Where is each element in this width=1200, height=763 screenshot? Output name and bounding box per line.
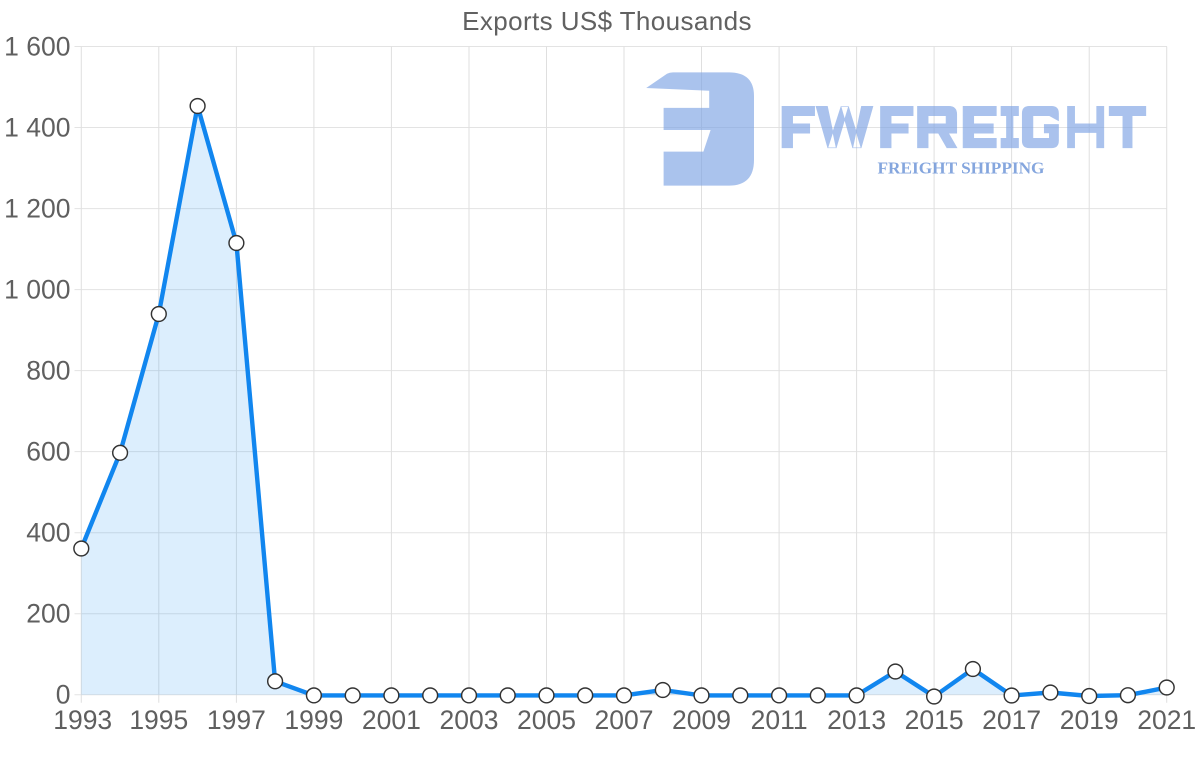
svg-text:1 000: 1 000 [4, 275, 70, 305]
svg-text:1997: 1997 [207, 705, 266, 735]
svg-text:800: 800 [26, 356, 70, 386]
svg-text:1999: 1999 [284, 705, 343, 735]
svg-text:2011: 2011 [751, 705, 808, 735]
svg-text:2015: 2015 [905, 705, 964, 735]
svg-text:1 600: 1 600 [4, 32, 70, 62]
svg-text:2005: 2005 [517, 705, 576, 735]
svg-text:600: 600 [26, 437, 70, 467]
svg-text:1993: 1993 [53, 705, 112, 735]
svg-text:2001: 2001 [362, 705, 421, 735]
svg-text:200: 200 [26, 599, 70, 629]
svg-text:2017: 2017 [982, 705, 1041, 735]
svg-text:2007: 2007 [595, 705, 654, 735]
svg-text:2019: 2019 [1060, 705, 1119, 735]
svg-text:2003: 2003 [440, 705, 499, 735]
svg-text:400: 400 [26, 518, 70, 548]
svg-text:FREIGHT SHIPPING: FREIGHT SHIPPING [878, 159, 1045, 178]
svg-text:1 400: 1 400 [4, 113, 70, 143]
svg-text:1 200: 1 200 [4, 194, 70, 224]
svg-text:2009: 2009 [672, 705, 731, 735]
svg-text:1995: 1995 [129, 705, 188, 735]
svg-text:2021: 2021 [1137, 705, 1196, 735]
svg-text:Exports US$ Thousands: Exports US$ Thousands [462, 6, 752, 36]
svg-text:2013: 2013 [827, 705, 886, 735]
svg-text:0: 0 [56, 680, 71, 710]
